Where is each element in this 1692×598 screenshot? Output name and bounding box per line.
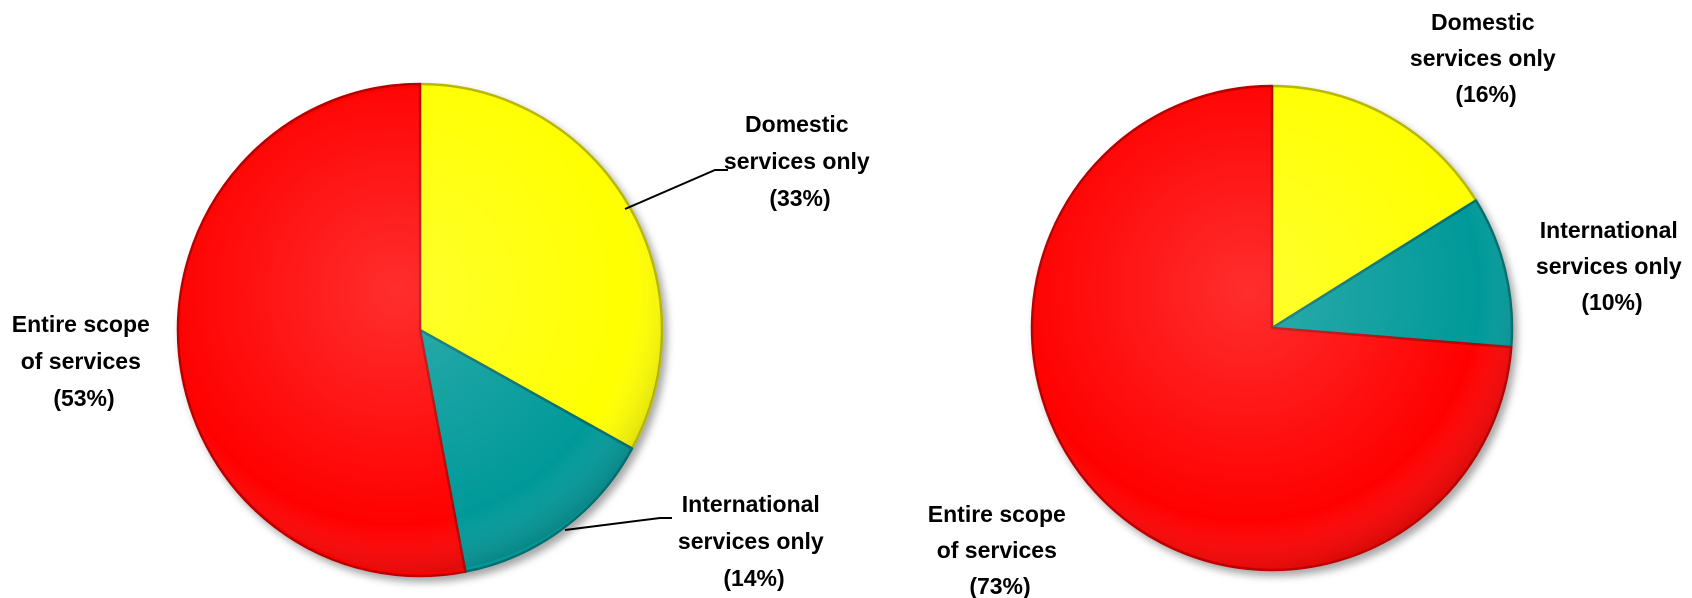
label-domestic-right-line2: services only <box>1410 45 1556 71</box>
label-entire-left-line1: Entire scope <box>12 311 150 337</box>
label-international-left-line3: (14%) <box>723 565 784 591</box>
label-international-left-line2: services only <box>678 528 824 554</box>
label-international-right: International services only (10%) <box>1536 217 1688 315</box>
label-domestic-left-line1: Domestic <box>745 111 849 137</box>
label-international-right-line3: (10%) <box>1581 289 1642 315</box>
label-domestic-right: Domestic services only (16%) <box>1410 9 1562 107</box>
label-entire-right: Entire scope of services (73%) <box>928 501 1072 598</box>
pie-chart-left: Domestic services only (33%) Internation… <box>12 82 876 591</box>
label-entire-left: Entire scope of services (53%) <box>12 311 156 411</box>
label-entire-left-line2: of services <box>21 348 141 374</box>
pie-left-sheen <box>178 88 662 572</box>
label-entire-left-line3: (53%) <box>53 385 114 411</box>
leader-line-domestic-left <box>624 169 728 210</box>
label-domestic-right-line1: Domestic <box>1431 9 1535 35</box>
label-domestic-left: Domestic services only (33%) <box>724 111 876 211</box>
pie-right-sheen <box>1032 88 1512 568</box>
leader-line-international-left <box>564 517 672 531</box>
label-international-right-line2: services only <box>1536 253 1682 279</box>
label-entire-right-line3: (73%) <box>969 573 1030 598</box>
label-international-right-line1: International <box>1540 217 1678 243</box>
label-domestic-left-line3: (33%) <box>769 185 830 211</box>
label-entire-right-line2: of services <box>937 537 1057 563</box>
label-international-left: International services only (14%) <box>678 491 830 591</box>
label-domestic-left-line2: services only <box>724 148 870 174</box>
pie-chart-right: Domestic services only (16%) Internation… <box>928 9 1688 598</box>
label-entire-right-line1: Entire scope <box>928 501 1066 527</box>
label-international-left-line1: International <box>682 491 820 517</box>
label-domestic-right-line3: (16%) <box>1455 81 1516 107</box>
